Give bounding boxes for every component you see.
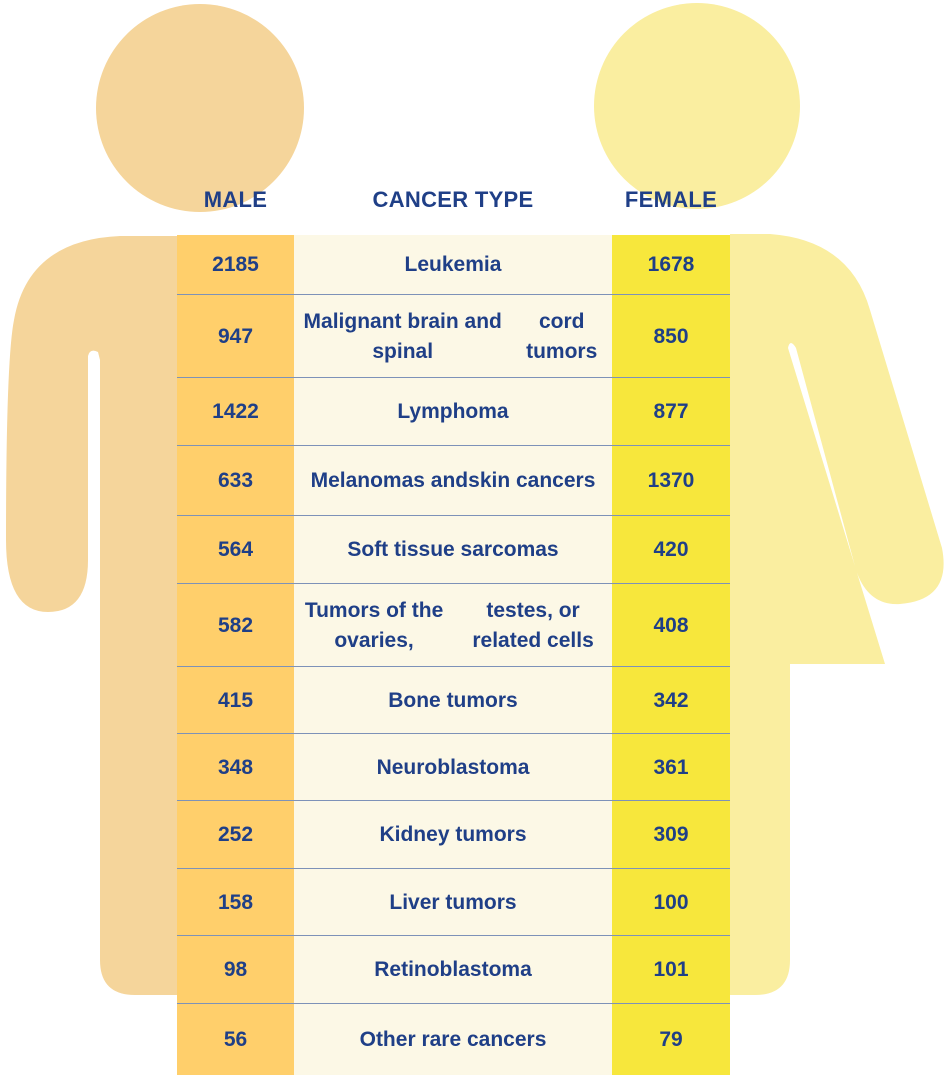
header-cancer-type: CANCER TYPE <box>372 187 534 212</box>
male-count: 1422 <box>177 378 294 446</box>
female-count: 877 <box>612 378 730 446</box>
male-count: 158 <box>177 869 294 936</box>
cancer-type-line: Malignant brain and spinal <box>303 309 502 363</box>
cancer-type-line: Lymphoma <box>397 400 509 423</box>
female-count: 850 <box>612 295 730 378</box>
cancer-type-line: testes, or related cells <box>472 598 594 652</box>
cancer-type-line: skin cancers <box>468 469 596 492</box>
cancer-type-label: Melanomas and skin cancers <box>294 446 612 516</box>
table-row: 582 Tumors of the ovaries, testes, or rela… <box>177 584 730 667</box>
cancer-type-label: Soft tissue sarcomas <box>294 516 612 584</box>
female-count: 408 <box>612 584 730 667</box>
cancer-type-line: Soft tissue sarcomas <box>347 538 559 561</box>
male-count: 2185 <box>177 235 294 295</box>
cancer-type-label: Neuroblastoma <box>294 734 612 801</box>
male-count: 947 <box>177 295 294 378</box>
table-row: 633 Melanomas and skin cancers 1370 <box>177 446 730 516</box>
female-count: 1370 <box>612 446 730 516</box>
cancer-type-label: Lymphoma <box>294 378 612 446</box>
table-row: 98 Retinoblastoma 101 <box>177 936 730 1004</box>
cancer-type-line: cord tumors <box>526 309 598 363</box>
male-silhouette-icon <box>6 4 304 995</box>
cancer-type-line: Other rare cancers <box>359 1027 547 1051</box>
table-row: 56 Other rare cancers 79 <box>177 1004 730 1075</box>
cancer-type-label: Malignant brain and spinal cord tumors <box>294 295 612 378</box>
cancer-type-line: Melanomas and <box>310 469 469 492</box>
cancer-type-label: Kidney tumors <box>294 801 612 869</box>
table-row: 947 Malignant brain and spinal cord tumors… <box>177 295 730 378</box>
female-count: 309 <box>612 801 730 869</box>
cancer-type-line: Leukemia <box>404 253 502 276</box>
female-count: 342 <box>612 667 730 734</box>
cancer-type-line: Liver tumors <box>389 890 517 914</box>
female-count: 361 <box>612 734 730 801</box>
male-count: 415 <box>177 667 294 734</box>
table-row: 415 Bone tumors 342 <box>177 667 730 734</box>
male-count: 348 <box>177 734 294 801</box>
cancer-type-label: Other rare cancers <box>294 1004 612 1075</box>
table-row: 348 Neuroblastoma 361 <box>177 734 730 801</box>
cancer-type-line: Bone tumors <box>388 688 518 712</box>
male-count: 98 <box>177 936 294 1004</box>
male-count: 56 <box>177 1004 294 1075</box>
male-count: 252 <box>177 801 294 869</box>
cancer-type-line: Kidney tumors <box>379 823 527 846</box>
male-count: 564 <box>177 516 294 584</box>
male-count: 582 <box>177 584 294 667</box>
table-row: 158 Liver tumors 100 <box>177 869 730 936</box>
male-count: 633 <box>177 446 294 516</box>
header-female: FEMALE <box>624 187 718 212</box>
female-count: 420 <box>612 516 730 584</box>
cancer-type-line: Neuroblastoma <box>376 755 530 779</box>
cancer-type-line: Retinoblastoma <box>374 958 532 981</box>
female-silhouette-icon <box>594 3 944 995</box>
cancer-type-line: Tumors of the ovaries, <box>304 598 444 652</box>
table-row: 252 Kidney tumors 309 <box>177 801 730 869</box>
cancer-type-label: Tumors of the ovaries, testes, or related… <box>294 584 612 667</box>
cancer-type-label: Leukemia <box>294 235 612 295</box>
table-row: 564 Soft tissue sarcomas 420 <box>177 516 730 584</box>
female-count: 79 <box>612 1004 730 1075</box>
female-count: 100 <box>612 869 730 936</box>
cancer-type-label: Bone tumors <box>294 667 612 734</box>
cancer-type-label: Retinoblastoma <box>294 936 612 1004</box>
cancer-type-label: Liver tumors <box>294 869 612 936</box>
female-count: 1678 <box>612 235 730 295</box>
female-count: 101 <box>612 936 730 1004</box>
table-row: 2185 Leukemia 1678 <box>177 235 730 295</box>
header-male: MALE <box>203 187 268 212</box>
table-row: 1422 Lymphoma 877 <box>177 378 730 446</box>
